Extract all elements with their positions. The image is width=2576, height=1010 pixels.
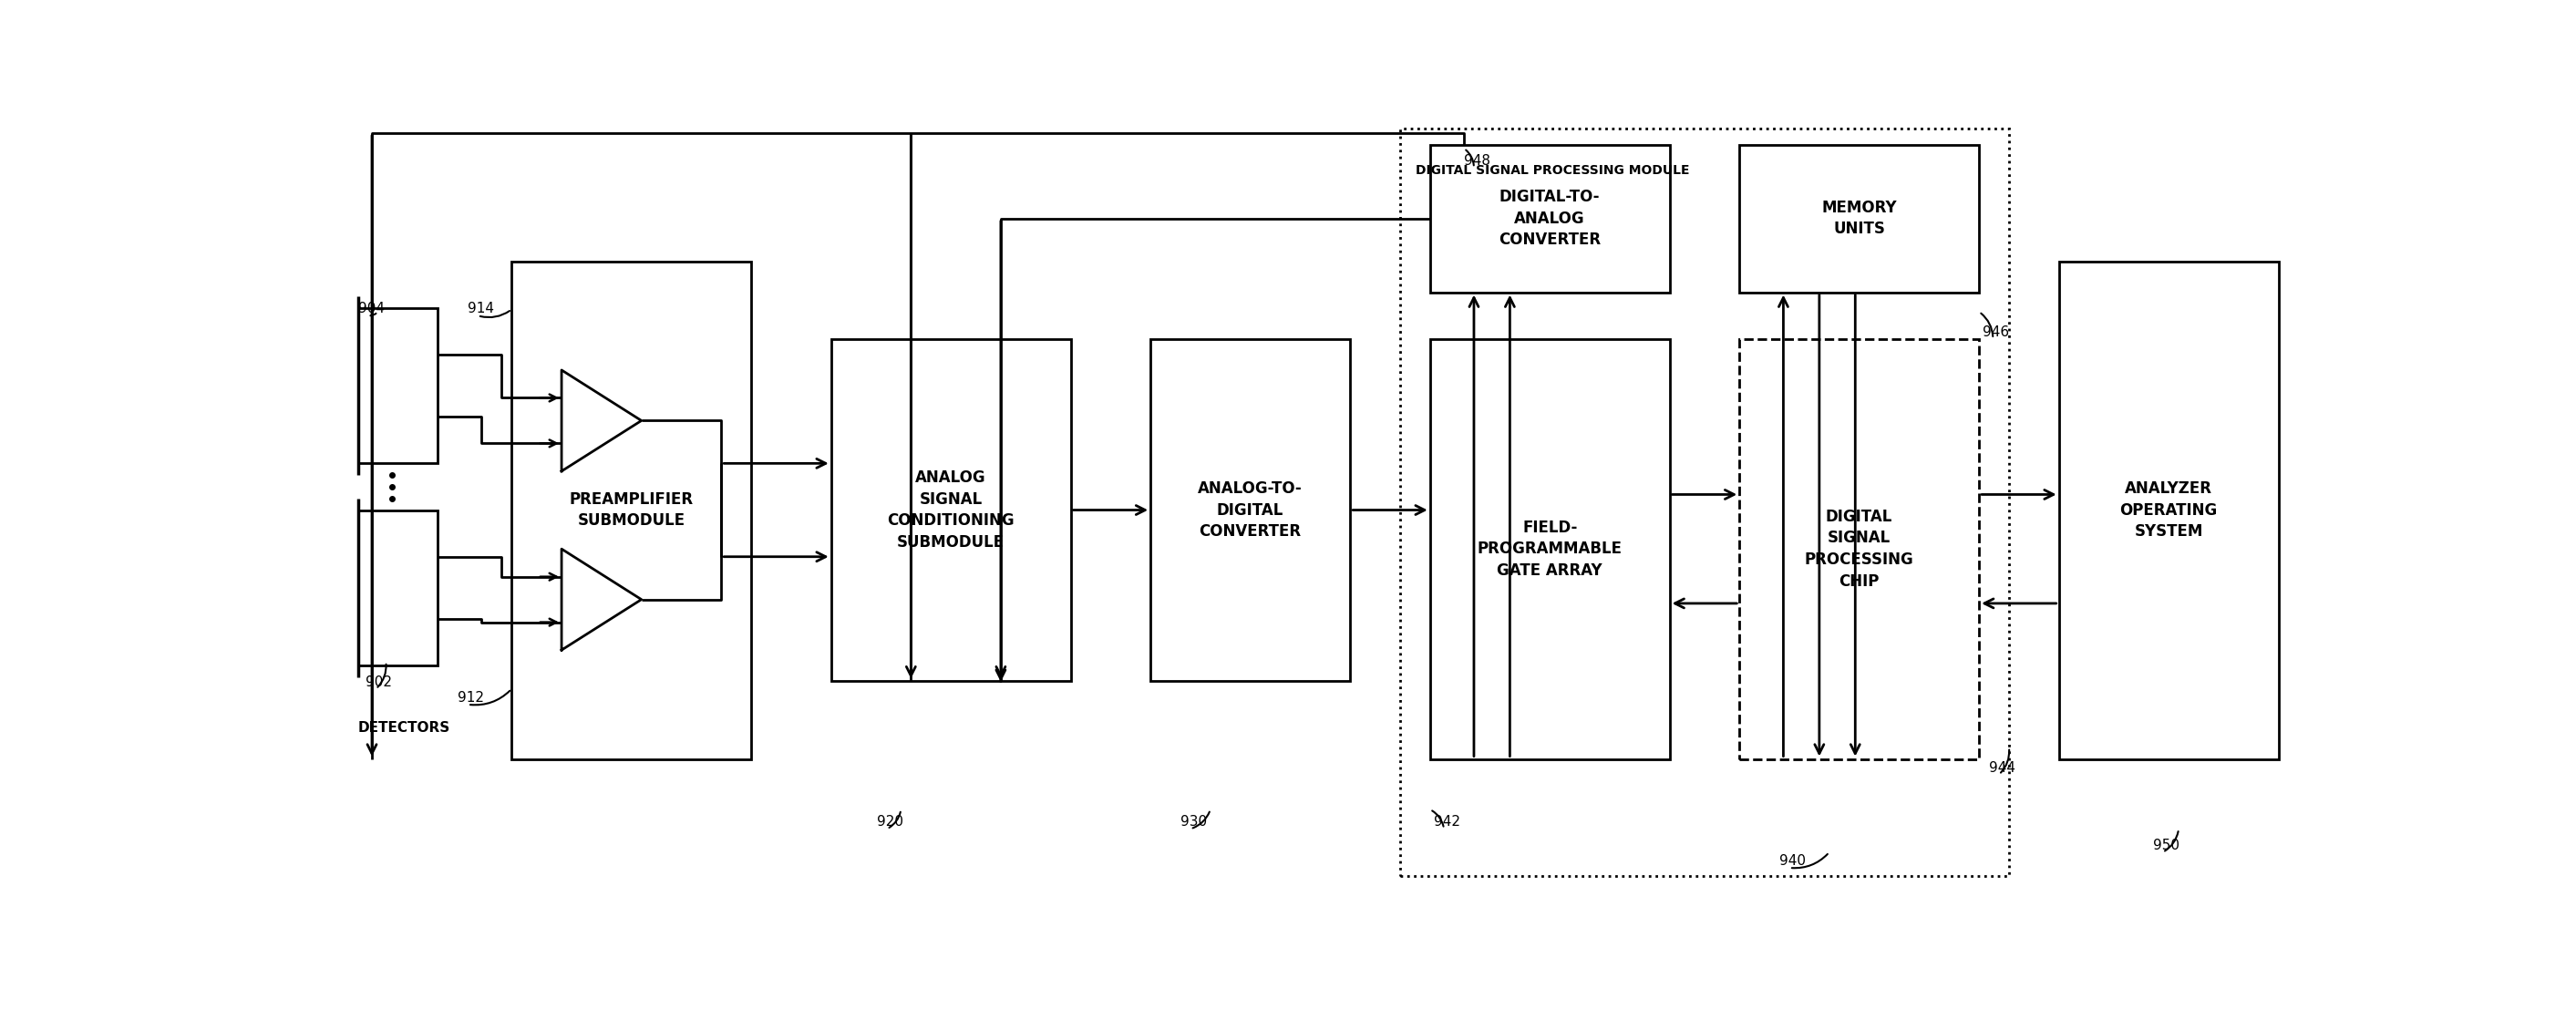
Text: 940: 940	[1780, 854, 1806, 868]
Polygon shape	[562, 370, 641, 471]
Text: 930: 930	[1180, 815, 1208, 829]
Text: DIGITAL-TO-
ANALOG
CONVERTER: DIGITAL-TO- ANALOG CONVERTER	[1499, 189, 1600, 248]
Bar	[2058, 262, 2280, 759]
Text: FIELD-
PROGRAMMABLE
GATE ARRAY: FIELD- PROGRAMMABLE GATE ARRAY	[1476, 519, 1623, 579]
Text: 948: 948	[1463, 155, 1492, 168]
Text: PREAMPLIFIER
SUBMODULE: PREAMPLIFIER SUBMODULE	[569, 491, 693, 529]
Bar	[1739, 144, 1978, 292]
Text: 942: 942	[1435, 815, 1461, 829]
Polygon shape	[562, 549, 641, 650]
Text: ANALOG-TO-
DIGITAL
CONVERTER: ANALOG-TO- DIGITAL CONVERTER	[1198, 481, 1303, 539]
Text: MEMORY
UNITS: MEMORY UNITS	[1821, 199, 1896, 237]
Bar	[513, 262, 752, 759]
Bar	[1430, 144, 1669, 292]
Text: 914: 914	[469, 302, 495, 315]
Bar	[1739, 339, 1978, 759]
Bar	[1401, 129, 2009, 876]
Text: DIGITAL SIGNAL PROCESSING MODULE: DIGITAL SIGNAL PROCESSING MODULE	[1417, 164, 1690, 177]
Text: 902: 902	[366, 676, 392, 689]
Text: 950: 950	[2154, 838, 2179, 852]
Bar	[358, 308, 438, 464]
Bar	[1151, 339, 1350, 681]
Text: 920: 920	[876, 815, 904, 829]
Bar	[358, 510, 438, 666]
Bar	[832, 339, 1072, 681]
Text: 904: 904	[358, 302, 384, 315]
Bar	[1430, 339, 1669, 759]
Text: 912: 912	[459, 691, 484, 705]
Text: 946: 946	[1984, 325, 2009, 339]
Text: 944: 944	[1989, 761, 2014, 775]
Text: DETECTORS: DETECTORS	[358, 721, 451, 734]
Text: ANALYZER
OPERATING
SYSTEM: ANALYZER OPERATING SYSTEM	[2120, 481, 2218, 539]
Text: DIGITAL
SIGNAL
PROCESSING
CHIP: DIGITAL SIGNAL PROCESSING CHIP	[1806, 508, 1914, 590]
Text: ANALOG
SIGNAL
CONDITIONING
SUBMODULE: ANALOG SIGNAL CONDITIONING SUBMODULE	[886, 470, 1015, 550]
